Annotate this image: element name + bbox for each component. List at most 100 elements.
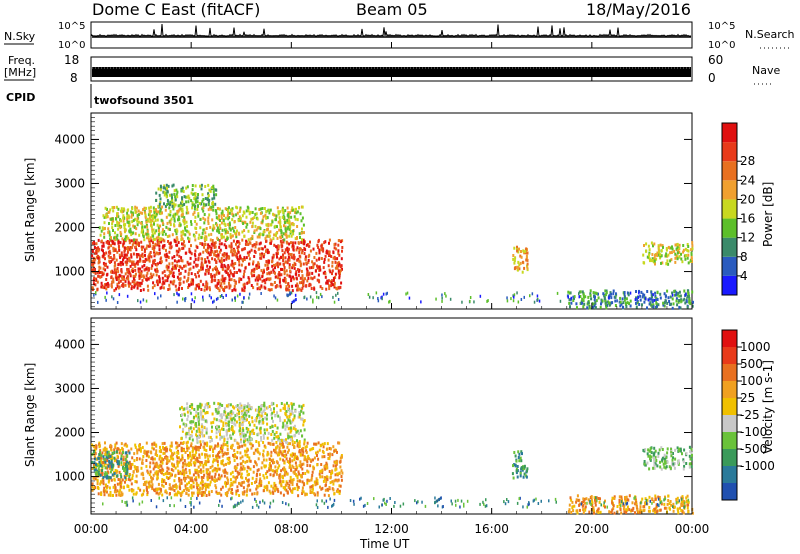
data-cell (297, 486, 300, 489)
data-cell (236, 408, 239, 412)
data-cell (190, 292, 193, 296)
data-cell (293, 456, 296, 459)
data-cell (295, 473, 298, 477)
data-cell (180, 238, 183, 242)
data-cell (303, 438, 306, 442)
data-cell (221, 459, 224, 463)
data-cell (159, 460, 162, 464)
data-cell (315, 251, 318, 255)
data-cell (141, 458, 144, 462)
data-cell (198, 430, 201, 434)
data-cell (230, 242, 233, 246)
data-cell (189, 451, 191, 455)
data-cell (178, 485, 181, 489)
data-cell (326, 279, 329, 283)
data-cell (334, 272, 337, 276)
data-cell (157, 226, 160, 230)
data-cell (125, 474, 127, 478)
data-cell (207, 402, 210, 406)
data-cell (231, 207, 234, 211)
data-cell (266, 272, 269, 276)
data-cell (601, 299, 604, 303)
data-cell (246, 469, 249, 473)
data-cell (238, 472, 241, 475)
data-cell (136, 451, 139, 455)
data-cell (273, 484, 276, 488)
data-cell (141, 224, 144, 228)
data-cell (199, 462, 202, 466)
data-cell (185, 441, 188, 445)
data-cell (103, 221, 106, 225)
data-cell (241, 412, 243, 415)
data-cell (149, 214, 152, 218)
data-cell (274, 487, 277, 491)
data-cell (141, 247, 143, 251)
data-cell (249, 241, 252, 245)
data-cell (340, 281, 343, 285)
data-cell (92, 268, 95, 272)
data-cell (231, 218, 234, 222)
data-cell (582, 299, 585, 303)
data-cell (336, 257, 339, 261)
data-cell (227, 458, 230, 461)
colorbar-segment (722, 123, 737, 143)
data-cell (150, 457, 153, 461)
data-cell (586, 306, 589, 310)
data-cell (242, 210, 245, 214)
data-cell (203, 445, 206, 449)
data-cell (151, 264, 154, 268)
data-cell (277, 451, 280, 455)
data-cell (254, 245, 257, 249)
data-cell (283, 218, 286, 222)
data-cell (185, 492, 188, 495)
data-cell (129, 248, 132, 252)
data-cell (232, 239, 235, 243)
data-cell (188, 464, 190, 467)
data-cell (200, 183, 203, 187)
data-cell (656, 304, 658, 308)
data-cell (120, 463, 123, 467)
data-cell (154, 218, 157, 222)
data-cell (168, 483, 171, 487)
data-cell (197, 483, 200, 487)
data-cell (309, 295, 312, 299)
data-cell (676, 251, 679, 255)
data-cell (294, 237, 297, 241)
data-cell (243, 258, 246, 261)
data-cell (284, 248, 287, 252)
data-cell (302, 283, 304, 287)
data-cell (145, 480, 148, 484)
data-cell (244, 453, 247, 457)
data-cell (124, 255, 127, 259)
data-cell (188, 428, 191, 432)
data-cell (94, 486, 97, 490)
data-cell (486, 299, 488, 303)
data-cell (227, 211, 230, 215)
data-cell (666, 254, 669, 258)
data-cell (128, 488, 131, 492)
data-cell (119, 274, 122, 278)
data-cell (233, 284, 236, 288)
data-cell (147, 238, 150, 241)
data-cell (288, 263, 291, 267)
data-cell (300, 405, 303, 409)
data-cell (153, 237, 156, 241)
data-cell (210, 490, 213, 493)
data-cell (275, 233, 277, 237)
data-cell (92, 264, 95, 268)
data-cell (129, 272, 132, 276)
data-cell (204, 203, 206, 207)
data-cell (155, 214, 158, 218)
data-cell (161, 230, 164, 234)
data-cell (301, 249, 304, 252)
data-cell (327, 494, 330, 498)
data-cell (636, 297, 639, 301)
data-cell (296, 268, 299, 272)
data-cell (206, 198, 209, 202)
data-cell (161, 493, 164, 497)
data-cell (197, 465, 200, 469)
data-cell (271, 283, 274, 287)
data-cell (152, 228, 155, 232)
data-cell (233, 406, 236, 410)
data-cell (267, 223, 270, 227)
